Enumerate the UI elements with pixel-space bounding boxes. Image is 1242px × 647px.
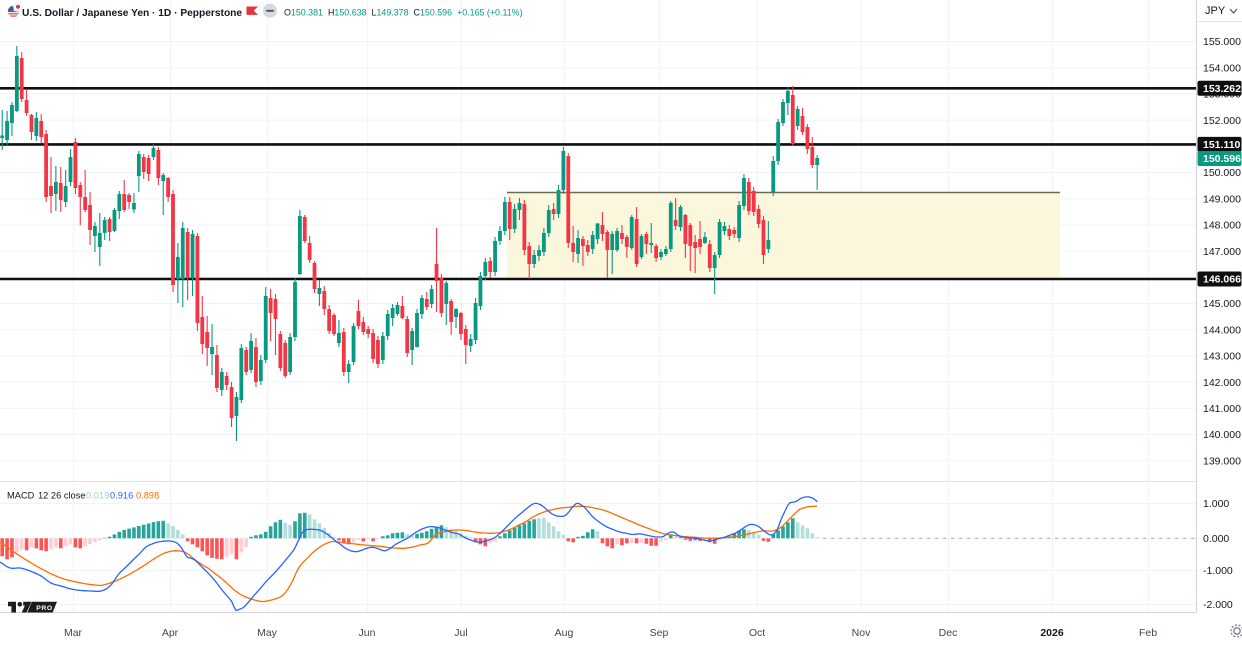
svg-text:PRO: PRO — [36, 605, 53, 612]
svg-text:154.000: 154.000 — [1203, 62, 1241, 74]
svg-text:146.066: 146.066 — [1203, 274, 1241, 286]
svg-text:U.S. Dollar / Japanese Yen · 1: U.S. Dollar / Japanese Yen · 1D · Pepper… — [22, 8, 242, 19]
svg-text:147.000: 147.000 — [1203, 246, 1241, 258]
svg-text:2026: 2026 — [1040, 627, 1064, 639]
svg-text:0.916: 0.916 — [110, 491, 133, 501]
svg-text:Apr: Apr — [162, 627, 179, 639]
svg-text:144.000: 144.000 — [1203, 324, 1241, 336]
svg-text:1.000: 1.000 — [1203, 498, 1229, 510]
svg-text:139.000: 139.000 — [1203, 455, 1241, 467]
svg-text:140.000: 140.000 — [1203, 429, 1241, 441]
svg-text:-1.000: -1.000 — [1203, 565, 1233, 577]
svg-text:150.596: 150.596 — [1203, 153, 1241, 165]
svg-text:JPY: JPY — [1205, 5, 1226, 17]
svg-text:-2.000: -2.000 — [1203, 599, 1233, 611]
svg-text:0.019: 0.019 — [86, 491, 109, 501]
svg-text:148.000: 148.000 — [1203, 220, 1241, 232]
svg-text:152.000: 152.000 — [1203, 115, 1241, 127]
svg-text:Aug: Aug — [555, 627, 574, 639]
svg-text:151.110: 151.110 — [1203, 139, 1241, 151]
svg-text:Sep: Sep — [650, 627, 669, 639]
svg-text:150.000: 150.000 — [1203, 167, 1241, 179]
svg-text:Jun: Jun — [359, 627, 376, 639]
svg-text:145.000: 145.000 — [1203, 298, 1241, 310]
svg-text:Jul: Jul — [454, 627, 467, 639]
svg-text:155.000: 155.000 — [1203, 36, 1241, 48]
svg-text:MACD 12 26 close: MACD 12 26 close — [7, 491, 86, 501]
svg-text:Oct: Oct — [749, 627, 765, 639]
svg-text:Feb: Feb — [1139, 627, 1157, 639]
svg-text:141.000: 141.000 — [1203, 403, 1241, 415]
svg-text:143.000: 143.000 — [1203, 351, 1241, 363]
svg-text:0.000: 0.000 — [1203, 533, 1229, 545]
svg-text:Mar: Mar — [64, 627, 83, 639]
svg-text:142.000: 142.000 — [1203, 377, 1241, 389]
svg-text:Dec: Dec — [939, 627, 958, 639]
svg-text:149.000: 149.000 — [1203, 193, 1241, 205]
svg-text:Nov: Nov — [852, 627, 871, 639]
svg-text:0.898: 0.898 — [136, 491, 159, 501]
svg-text:May: May — [257, 627, 278, 639]
svg-text:153.262: 153.262 — [1203, 83, 1241, 95]
